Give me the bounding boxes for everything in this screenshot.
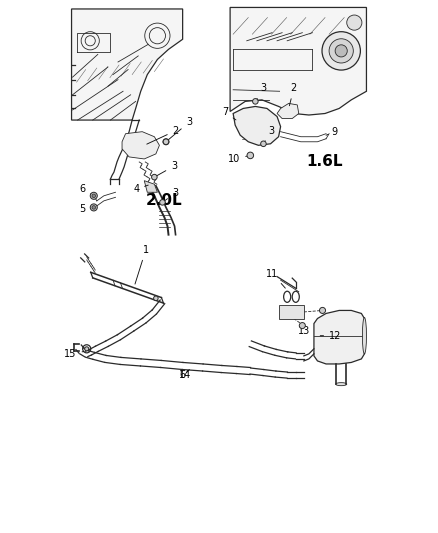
Circle shape	[261, 141, 266, 147]
Circle shape	[347, 15, 362, 30]
Ellipse shape	[362, 318, 367, 354]
Circle shape	[154, 296, 158, 301]
Text: 2: 2	[290, 83, 297, 106]
Polygon shape	[144, 181, 157, 192]
Text: 12: 12	[320, 330, 342, 341]
Polygon shape	[122, 132, 159, 159]
Text: 3: 3	[157, 161, 177, 176]
Polygon shape	[233, 107, 281, 146]
Text: 15: 15	[64, 350, 84, 359]
Text: 5: 5	[79, 205, 91, 214]
Text: 2.0L: 2.0L	[146, 193, 182, 208]
Circle shape	[92, 206, 95, 209]
Polygon shape	[277, 103, 299, 118]
Text: 3: 3	[257, 83, 267, 99]
Circle shape	[85, 347, 89, 351]
Ellipse shape	[336, 383, 347, 386]
Circle shape	[329, 39, 353, 63]
Circle shape	[247, 152, 254, 159]
Text: 6: 6	[180, 369, 186, 379]
Circle shape	[335, 45, 347, 57]
Polygon shape	[314, 310, 364, 364]
Text: 4: 4	[133, 184, 148, 194]
Text: 1: 1	[135, 245, 149, 284]
Text: 1.6L: 1.6L	[306, 155, 343, 169]
Text: 10: 10	[228, 154, 247, 164]
Text: 14: 14	[179, 369, 191, 379]
Circle shape	[92, 194, 95, 198]
Text: 3: 3	[168, 117, 192, 140]
Text: 2: 2	[147, 126, 179, 144]
Circle shape	[322, 31, 360, 70]
Circle shape	[163, 139, 169, 144]
Text: 3: 3	[165, 188, 179, 201]
Text: 9: 9	[326, 127, 337, 137]
Text: 7: 7	[222, 107, 236, 120]
Circle shape	[90, 204, 97, 211]
Circle shape	[253, 99, 258, 104]
Circle shape	[160, 199, 165, 205]
Circle shape	[319, 308, 325, 313]
Circle shape	[163, 139, 169, 145]
Text: 3: 3	[265, 126, 275, 141]
Polygon shape	[230, 7, 367, 115]
Text: 6: 6	[79, 184, 92, 195]
Polygon shape	[71, 9, 183, 120]
Circle shape	[90, 192, 97, 199]
Text: 13: 13	[298, 326, 310, 336]
Circle shape	[299, 322, 305, 329]
Polygon shape	[279, 305, 304, 319]
Text: 11: 11	[266, 269, 285, 288]
Circle shape	[152, 174, 157, 180]
